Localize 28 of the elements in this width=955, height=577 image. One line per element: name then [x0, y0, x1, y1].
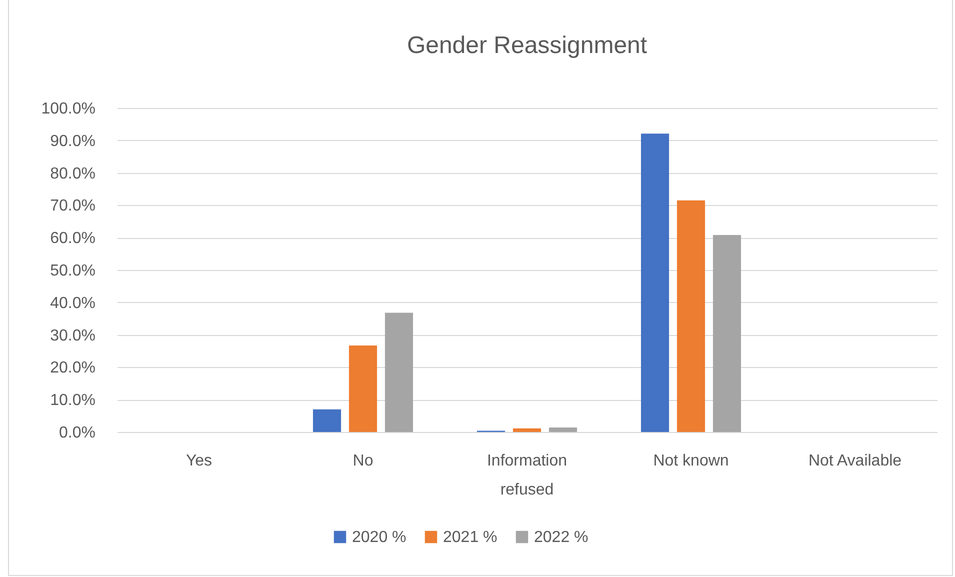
y-tick-label: 50.0% — [50, 262, 96, 280]
bar — [640, 134, 670, 432]
x-tick-label: Yes — [186, 452, 212, 470]
bar — [312, 409, 342, 432]
y-tick-label: 80.0% — [50, 165, 96, 182]
chart-title: Gender Reassignment — [406, 32, 648, 59]
y-tick-label: 40.0% — [50, 294, 96, 312]
legend-label: 2020 % — [352, 529, 406, 546]
y-tick-label: 20.0% — [50, 360, 96, 377]
bar — [676, 200, 706, 432]
x-tick-label: Not Available — [808, 452, 902, 470]
y-tick-label: 100.0% — [41, 100, 96, 118]
x-tick-label: Not known — [653, 452, 729, 470]
bar — [512, 428, 542, 432]
x-tick-label: No — [352, 452, 374, 470]
y-tick-label: 0.0% — [59, 424, 96, 442]
bar — [348, 345, 378, 432]
y-tick-label: 90.0% — [50, 132, 96, 150]
y-tick-label: 70.0% — [50, 198, 96, 215]
y-tick-label: 10.0% — [50, 392, 96, 410]
bar — [712, 235, 742, 432]
y-tick-label: 60.0% — [50, 230, 96, 248]
legend-label: 2022 % — [534, 529, 588, 546]
bar — [548, 427, 578, 432]
x-tick-label: Information refused — [486, 452, 568, 498]
bar — [384, 312, 414, 432]
y-tick-label: 30.0% — [50, 327, 96, 344]
legend-label: 2021 % — [443, 529, 498, 546]
